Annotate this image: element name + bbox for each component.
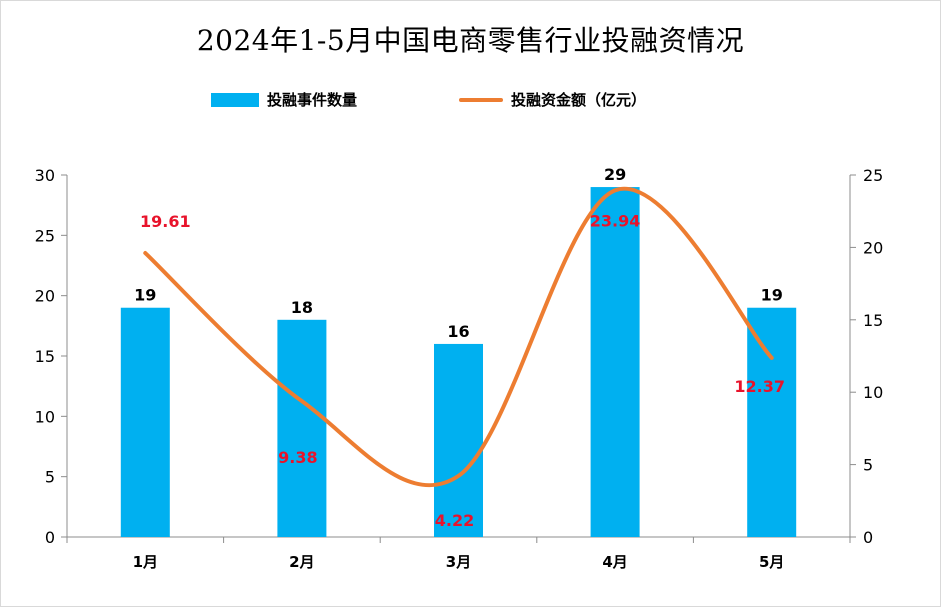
line-data-label: 19.61	[140, 212, 191, 231]
left-tick-label: 5	[45, 468, 55, 487]
left-tick-label: 0	[45, 528, 55, 547]
right-tick-label: 10	[863, 383, 883, 402]
bar	[120, 307, 170, 537]
right-tick-label: 0	[863, 528, 873, 547]
legend-item-bar: 投融事件数量	[211, 89, 357, 110]
x-tick-label: 1月	[133, 553, 158, 571]
right-tick-label: 15	[863, 311, 883, 330]
bar-data-label: 18	[291, 298, 313, 317]
bar	[277, 319, 327, 537]
x-tick-label: 5月	[759, 553, 784, 571]
x-tick-label: 2月	[289, 553, 314, 571]
x-tick-label: 4月	[602, 553, 627, 571]
left-tick-label: 20	[35, 287, 55, 306]
bar-data-label: 29	[604, 165, 626, 184]
right-tick-label: 5	[863, 456, 873, 475]
line-data-label: 9.38	[278, 448, 317, 467]
bar	[590, 187, 640, 538]
legend-bar-swatch	[211, 92, 259, 107]
legend-line-label: 投融资金额（亿元）	[511, 91, 647, 109]
bar	[747, 307, 797, 537]
line-series	[143, 186, 774, 488]
bar	[434, 343, 483, 537]
legend-line-swatch	[459, 97, 503, 102]
bar-data-label: 19	[761, 286, 783, 305]
chart-title: 2024年1-5月中国电商零售行业投融资情况	[196, 24, 745, 57]
left-tick-label: 30	[35, 166, 55, 185]
left-tick-label: 25	[35, 226, 55, 245]
line-data-label: 4.22	[435, 511, 474, 530]
x-tick-label: 3月	[446, 553, 471, 571]
left-tick-label: 10	[35, 407, 55, 426]
bar-data-label: 16	[447, 322, 469, 341]
right-tick-label: 25	[863, 166, 883, 185]
bar-data-label: 19	[134, 286, 156, 305]
line-data-label: 23.94	[590, 211, 641, 230]
left-tick-label: 15	[35, 347, 55, 366]
line-data-label: 12.37	[734, 377, 785, 396]
legend-item-line: 投融资金额（亿元）	[459, 89, 646, 110]
right-tick-label: 20	[863, 238, 883, 257]
legend-bar-label: 投融事件数量	[267, 91, 358, 109]
